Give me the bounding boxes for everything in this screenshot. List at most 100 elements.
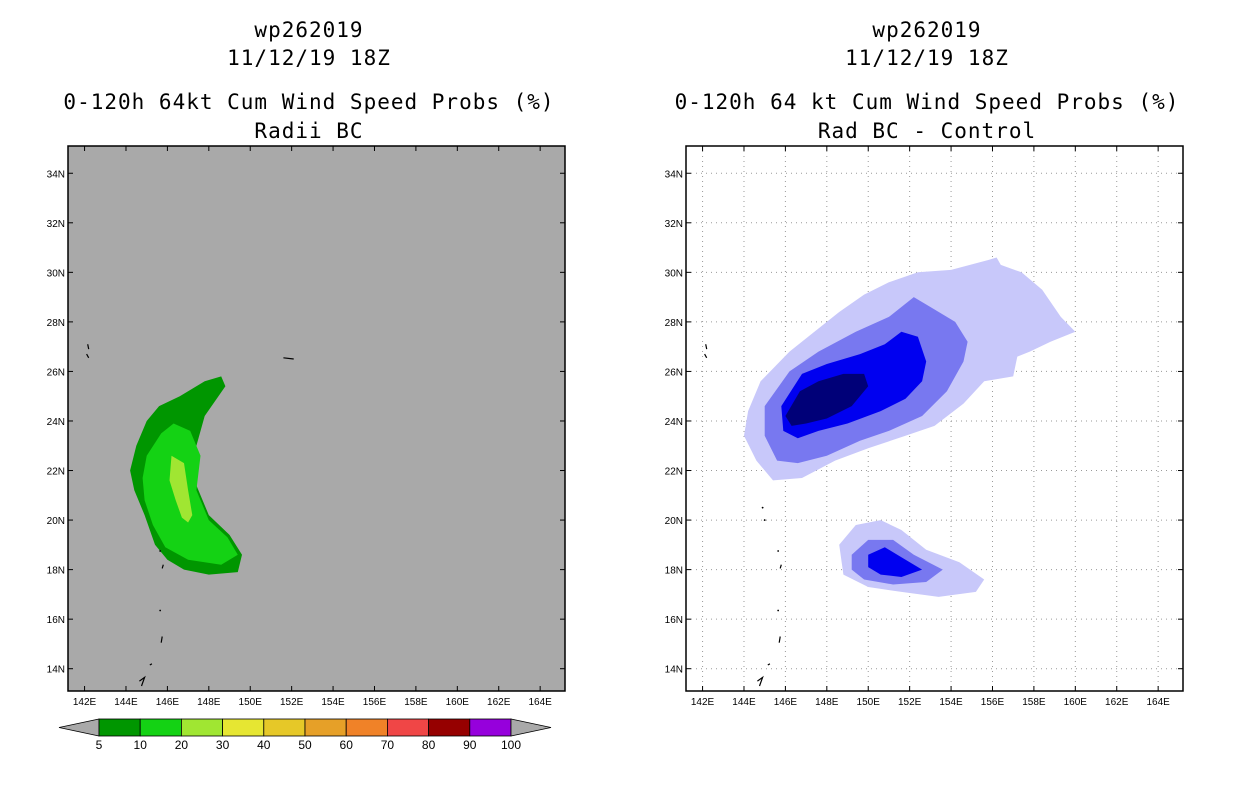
island-maug bbox=[761, 506, 764, 509]
x-tick-label: 146E bbox=[774, 697, 798, 708]
x-tick-label: 148E bbox=[815, 697, 839, 708]
island-agrihan bbox=[777, 550, 780, 552]
y-tick-label: 18N bbox=[47, 566, 65, 577]
plot-area bbox=[686, 146, 1183, 691]
x-tick-label: 150E bbox=[239, 697, 263, 708]
x-tick-label: 158E bbox=[404, 697, 428, 708]
chart-title-subtitle: Rad BC - Control bbox=[817, 119, 1037, 143]
chart-title-subtitle: Radii BC bbox=[254, 119, 364, 143]
island-rota bbox=[767, 663, 771, 666]
x-tick-label: 160E bbox=[1064, 697, 1088, 708]
colorbar-swatch bbox=[263, 718, 306, 737]
x-tick-label: 150E bbox=[857, 697, 881, 708]
contour-region bbox=[868, 547, 923, 577]
x-tick-label: 156E bbox=[363, 697, 387, 708]
x-tick-label: 158E bbox=[1022, 697, 1046, 708]
colorbar-swatch bbox=[345, 718, 388, 737]
colorbar-swatch bbox=[386, 718, 429, 737]
chart-title-product: 0-120h 64 kt Cum Wind Speed Probs (%) bbox=[674, 90, 1180, 114]
island-pagan bbox=[161, 564, 164, 569]
island-agrihan bbox=[159, 550, 162, 552]
y-tick-label: 28N bbox=[47, 318, 65, 329]
contour-region bbox=[785, 373, 869, 426]
island-saipan bbox=[778, 636, 781, 643]
x-tick-label: 164E bbox=[528, 697, 552, 708]
y-tick-label: 34N bbox=[665, 169, 683, 180]
chart-title-storm-id: wp262019 bbox=[872, 18, 982, 42]
probability-map-left: 142E 144E 146E 148E 150E 152E 154E 156E 158E 160E… bbox=[47, 145, 566, 752]
left-panel: wp262019 11/12/19 18Z 0-120h 64kt Cum Wi… bbox=[47, 18, 566, 752]
x-tick-label: 152E bbox=[280, 697, 304, 708]
y-tick-label: 30N bbox=[47, 268, 65, 279]
x-tick-label: 152E bbox=[898, 697, 922, 708]
island-saipan bbox=[160, 636, 163, 643]
x-tick-label: 142E bbox=[73, 697, 97, 708]
y-tick-label: 16N bbox=[665, 615, 683, 626]
y-tick-label: 18N bbox=[665, 566, 683, 577]
x-tick-label: 160E bbox=[446, 697, 470, 708]
y-tick-label: 26N bbox=[665, 367, 683, 378]
plot-frame bbox=[67, 145, 566, 692]
colorbar-label: 60 bbox=[340, 738, 354, 752]
island-bonin-south bbox=[86, 353, 90, 359]
colorbar-label: 90 bbox=[463, 738, 477, 752]
y-tick-label: 22N bbox=[47, 467, 65, 478]
colorbar-swatch bbox=[139, 718, 182, 737]
colorbar-label: 40 bbox=[257, 738, 271, 752]
plot-area bbox=[86, 344, 294, 687]
x-tick-label: 162E bbox=[1105, 697, 1129, 708]
colorbar-swatch bbox=[469, 718, 512, 737]
y-tick-label: 30N bbox=[665, 268, 683, 279]
island-anatahan bbox=[777, 609, 780, 612]
x-tick-label: 146E bbox=[156, 697, 180, 708]
chart-title-datetime: 11/12/19 18Z bbox=[227, 46, 391, 70]
plot-background bbox=[68, 146, 565, 691]
island-pagan bbox=[779, 564, 782, 569]
chart-title-storm-id: wp262019 bbox=[254, 18, 364, 42]
island-guam bbox=[757, 675, 764, 687]
island-rota bbox=[149, 663, 153, 666]
y-tick-label: 24N bbox=[47, 417, 65, 428]
x-tick-label: 154E bbox=[939, 697, 963, 708]
chart-title-product: 0-120h 64kt Cum Wind Speed Probs (%) bbox=[63, 90, 555, 114]
y-tick-label: 32N bbox=[47, 219, 65, 230]
colorbar-low-arrow bbox=[58, 718, 100, 737]
colorbar-label: 100 bbox=[501, 738, 521, 752]
plot-frame bbox=[685, 145, 1184, 692]
y-tick-label: 24N bbox=[665, 417, 683, 428]
colorbar-label: 30 bbox=[216, 738, 230, 752]
colorbar-label: 50 bbox=[298, 738, 312, 752]
x-tick-label: 162E bbox=[487, 697, 511, 708]
y-tick-label: 14N bbox=[47, 665, 65, 676]
x-tick-label: 154E bbox=[321, 697, 345, 708]
right-panel: wp262019 11/12/19 18Z 0-120h 64 kt Cum W… bbox=[618, 0, 1236, 800]
x-tick-label: 144E bbox=[732, 697, 756, 708]
colorbar-swatch bbox=[222, 718, 265, 737]
y-tick-label: 28N bbox=[665, 318, 683, 329]
y-tick-label: 14N bbox=[665, 665, 683, 676]
island-bonin-north bbox=[705, 344, 708, 350]
contour-region bbox=[169, 455, 193, 523]
island-marcus-spot bbox=[283, 357, 294, 360]
colorbar-swatch bbox=[428, 718, 471, 737]
y-tick-label: 22N bbox=[665, 467, 683, 478]
y-tick-label: 34N bbox=[47, 169, 65, 180]
y-tick-label: 20N bbox=[665, 516, 683, 527]
y-tick-label: 20N bbox=[47, 516, 65, 527]
x-tick-label: 142E bbox=[691, 697, 715, 708]
colorbar-swatch bbox=[180, 718, 223, 737]
island-bonin-south bbox=[704, 353, 708, 359]
colorbar-label: 70 bbox=[381, 738, 395, 752]
y-tick-label: 32N bbox=[665, 219, 683, 230]
colorbar-high-arrow bbox=[510, 718, 552, 737]
island-bonin-north bbox=[87, 344, 90, 350]
x-tick-label: 156E bbox=[981, 697, 1005, 708]
contour-region bbox=[142, 423, 238, 565]
probability-map-right: 142E 144E 146E 148E 150E 152E 154E 156E 158E 160E… bbox=[665, 145, 1184, 708]
y-tick-label: 16N bbox=[47, 615, 65, 626]
colorbar-swatch bbox=[98, 718, 141, 737]
colorbar-swatch bbox=[304, 718, 347, 737]
colorbar-label: 10 bbox=[134, 738, 148, 752]
y-tick-label: 26N bbox=[47, 367, 65, 378]
island-anatahan bbox=[159, 609, 162, 612]
